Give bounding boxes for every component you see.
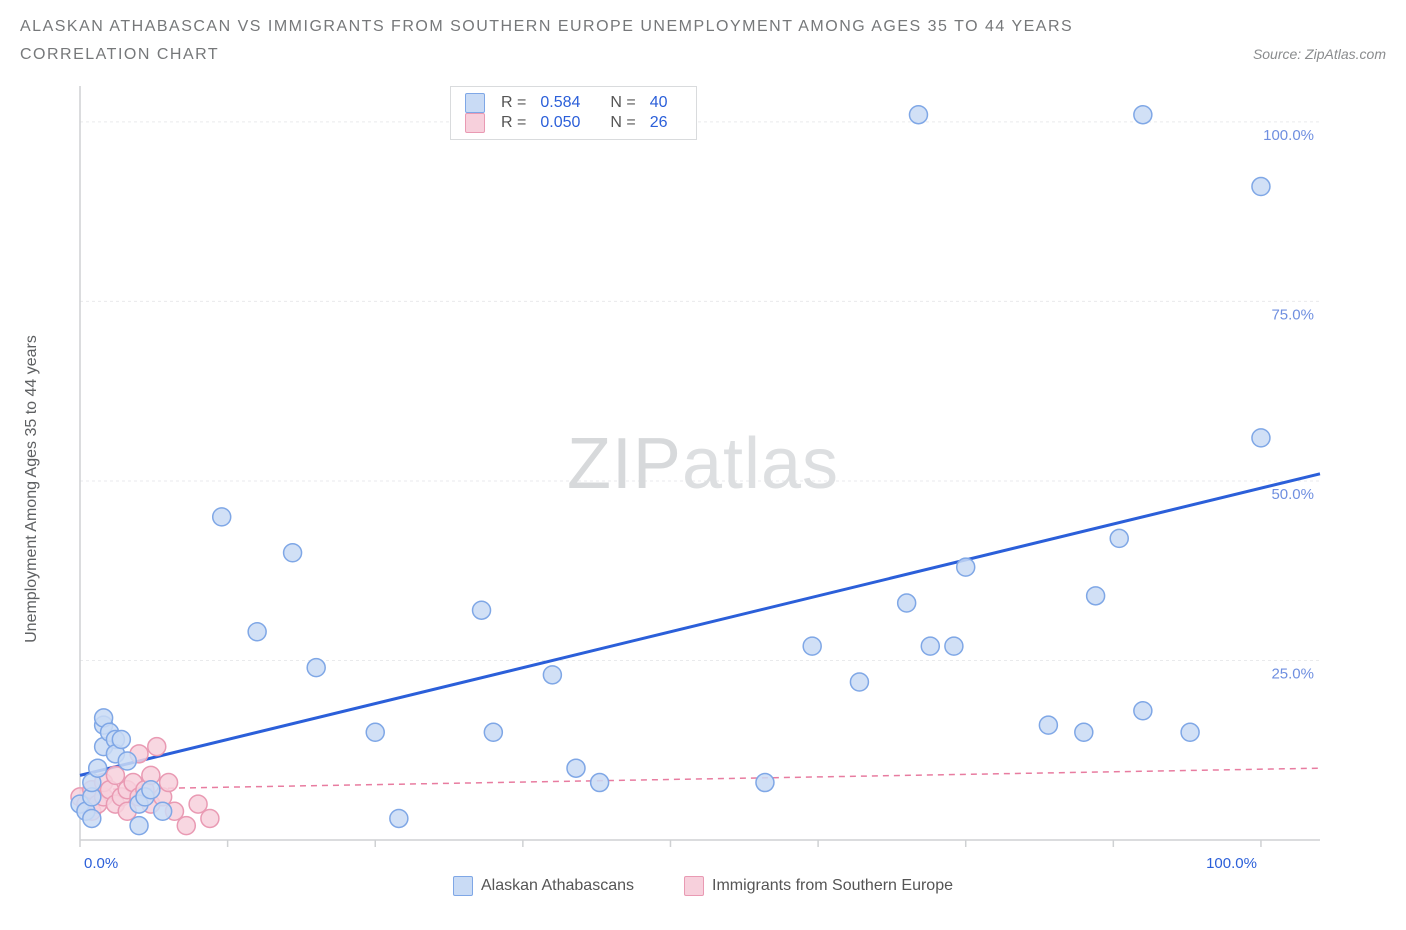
- chart-container: Unemployment Among Ages 35 to 44 years Z…: [20, 80, 1386, 880]
- title-block: ALASKAN ATHABASCAN VS IMMIGRANTS FROM SO…: [20, 18, 1386, 74]
- svg-text:0.0%: 0.0%: [84, 855, 118, 872]
- chart-title-line1: ALASKAN ATHABASCAN VS IMMIGRANTS FROM SO…: [20, 18, 1386, 36]
- legend-swatch: [465, 93, 485, 113]
- r-label: R =: [501, 114, 526, 132]
- svg-text:75.0%: 75.0%: [1271, 306, 1314, 323]
- r-value: 0.050: [540, 114, 580, 132]
- n-label: N =: [610, 114, 635, 132]
- legend-swatch: [465, 113, 485, 133]
- y-axis-label: Unemployment Among Ages 35 to 44 years: [23, 335, 41, 643]
- n-value: 40: [650, 94, 668, 112]
- legend-row: R = 0.584 N = 40: [465, 93, 682, 113]
- chart-title-line2: CORRELATION CHART: [20, 46, 219, 64]
- n-value: 26: [650, 114, 668, 132]
- source-prefix: Source:: [1253, 46, 1305, 62]
- svg-text:50.0%: 50.0%: [1271, 486, 1314, 503]
- n-label: N =: [610, 94, 635, 112]
- svg-text:100.0%: 100.0%: [1263, 127, 1314, 144]
- r-value: 0.584: [540, 94, 580, 112]
- legend-row: R = 0.050 N = 26: [465, 113, 682, 133]
- scatter-chart: 25.0% 50.0% 75.0% 100.0% 0.0% 100.0%: [20, 80, 1386, 880]
- svg-text:25.0%: 25.0%: [1271, 665, 1314, 682]
- r-label: R =: [501, 94, 526, 112]
- source-name: ZipAtlas.com: [1305, 46, 1386, 62]
- svg-text:100.0%: 100.0%: [1206, 855, 1257, 872]
- source-attribution: Source: ZipAtlas.com: [1253, 46, 1386, 62]
- correlation-legend: R = 0.584 N = 40 R = 0.050 N = 26: [450, 86, 697, 140]
